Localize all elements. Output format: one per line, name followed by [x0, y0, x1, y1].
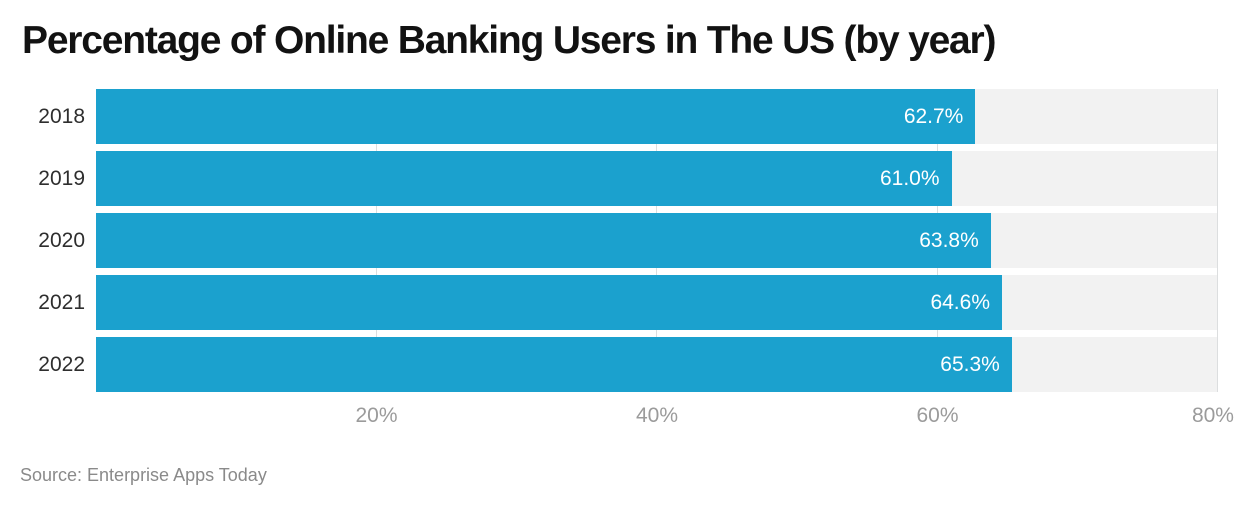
bar-chart: 2018 62.7% 2019 61.0% 2020 63.8% 2021 64.6% 2022… [0, 89, 1234, 427]
bar-track: 61.0% [96, 151, 1218, 206]
bar-row: 2018 62.7% [0, 89, 1218, 144]
bar-track: 62.7% [96, 89, 1218, 144]
bar-track: 65.3% [96, 337, 1218, 392]
x-tick-label: 20% [355, 404, 398, 427]
value-label: 64.6% [930, 290, 990, 314]
bar-track: 63.8% [96, 213, 1218, 268]
bar-row: 2019 61.0% [0, 151, 1218, 206]
category-label: 2019 [38, 167, 85, 190]
value-label: 63.8% [919, 228, 979, 252]
bar-row: 2020 63.8% [0, 213, 1218, 268]
bar: 64.6% [96, 275, 1002, 330]
x-tick-label: 80% [1191, 404, 1234, 427]
value-label: 65.3% [940, 352, 1000, 376]
bar-row: 2021 64.6% [0, 275, 1218, 330]
bar: 62.7% [96, 89, 976, 144]
bar: 63.8% [96, 213, 991, 268]
bar-row: 2022 65.3% [0, 337, 1218, 392]
category-label: 2020 [38, 229, 85, 252]
bar: 65.3% [96, 337, 1012, 392]
category-label: 2022 [38, 353, 85, 376]
value-label: 61.0% [879, 166, 940, 190]
bar: 61.0% [96, 151, 952, 206]
category-label: 2021 [38, 291, 85, 314]
x-tick-label: 40% [635, 404, 679, 427]
bar-track: 64.6% [96, 275, 1218, 330]
value-label: 62.7% [903, 104, 964, 128]
chart-title: Percentage of Online Banking Users in Th… [22, 19, 997, 62]
x-tick-label: 60% [916, 404, 959, 427]
category-label: 2018 [38, 105, 85, 128]
source-caption: Source: Enterprise Apps Today [20, 465, 267, 485]
x-axis-ticks: 20% 40% 60% 80% [0, 392, 1233, 427]
bar-rows: 2018 62.7% 2019 61.0% 2020 63.8% 2021 64.6% 2022… [0, 89, 1218, 392]
